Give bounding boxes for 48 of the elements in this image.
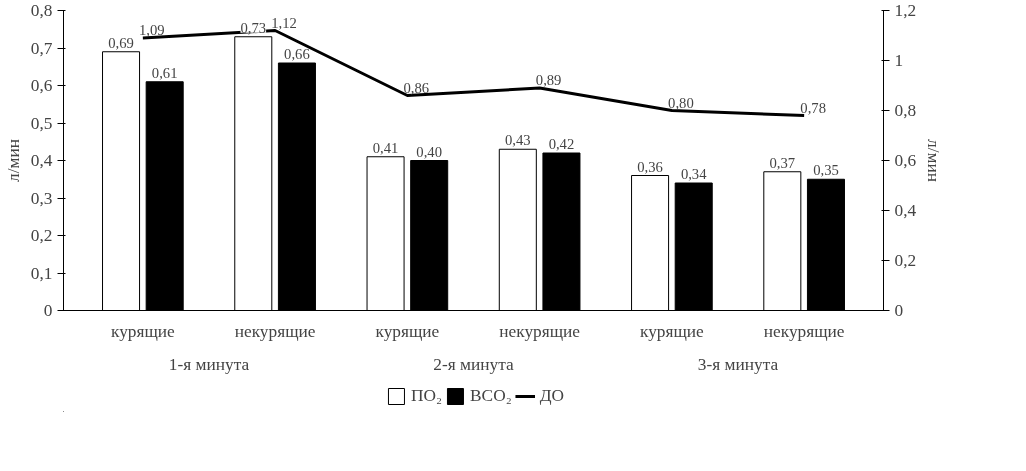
data-label: 1,12: [271, 14, 297, 31]
y-tick-label: 0,1: [30, 263, 53, 283]
x-tick-label: курящие: [375, 321, 440, 341]
y-tick-label: 0,6: [30, 76, 53, 95]
y2-tick-label: 1: [894, 51, 904, 70]
legend-label: ПО₂: [410, 386, 443, 406]
y2-tick-label: 0,6: [894, 151, 917, 170]
x-tick-label: курящие: [110, 321, 176, 341]
x-tick-label: некурящие: [234, 321, 316, 341]
y2-tick-label: 0,2: [894, 251, 917, 270]
data-label: 0,40: [416, 143, 443, 160]
y2-tick-label: 0,4: [894, 201, 917, 220]
y2-tick-label: 1,2: [894, 1, 917, 20]
data-label: 0,41: [372, 139, 399, 156]
data-label: 0,37: [769, 154, 796, 171]
y-tick-label: 0,4: [30, 151, 53, 170]
data-label: 0,61: [151, 64, 178, 81]
y2-axis-title: л/мин: [924, 139, 944, 182]
data-label: 0,86: [403, 79, 430, 96]
data-label: 0,69: [108, 34, 134, 51]
data-label: 0,80: [668, 94, 694, 111]
data-label: 0,42: [548, 136, 575, 152]
y2-tick-label: 0,8: [894, 101, 917, 120]
y-tick-label: 0,2: [30, 226, 53, 245]
x-tick-label: некурящие: [763, 321, 845, 341]
x-tick-label: некурящие: [499, 321, 581, 341]
y-tick-label: 0: [43, 301, 53, 320]
data-label: 0,35: [813, 162, 839, 179]
y-tick-label: 0,3: [30, 188, 53, 208]
legend-label: ДО: [539, 386, 565, 406]
legend-label: ВСО₂: [470, 386, 512, 406]
data-label: 0,66: [284, 46, 310, 62]
data-label: 0,34: [680, 166, 708, 182]
data-label: 0,36: [637, 158, 663, 175]
data-label: 0,78: [800, 99, 826, 116]
data-label: 0,73: [240, 19, 267, 36]
y-tick-label: 0,7: [30, 38, 53, 58]
text: 3-я минута: [697, 354, 779, 374]
data-label: 0,89: [535, 72, 562, 88]
y-axis-title: л/мин: [3, 139, 23, 182]
y-tick-label: 0,8: [30, 1, 53, 20]
text: 2-я минута: [433, 354, 514, 374]
text: 1-я минута: [168, 354, 250, 374]
y-tick-label: 0,5: [30, 113, 53, 133]
x-tick-label: курящие: [640, 321, 705, 341]
y2-tick-label: 0: [894, 301, 904, 320]
data-label: 1,09: [139, 22, 165, 38]
data-label: 0,43: [504, 132, 531, 149]
